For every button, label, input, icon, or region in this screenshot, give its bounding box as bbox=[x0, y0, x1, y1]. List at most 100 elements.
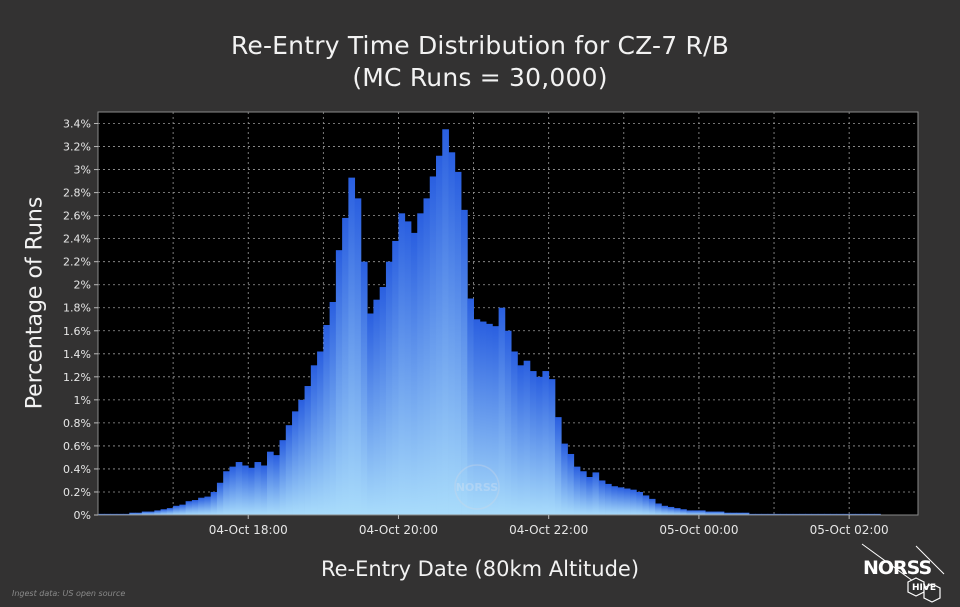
histogram-bar bbox=[198, 497, 205, 515]
y-tick-label: 0.4% bbox=[63, 463, 91, 476]
histogram-bar bbox=[110, 513, 118, 515]
histogram-bar bbox=[498, 307, 506, 515]
histogram-bar bbox=[598, 480, 606, 515]
y-tick-label: 3.2% bbox=[63, 141, 91, 154]
x-tick-label: 04-Oct 18:00 bbox=[209, 523, 288, 537]
histogram-bar bbox=[523, 360, 531, 515]
x-tick-label: 05-Oct 02:00 bbox=[810, 523, 889, 537]
histogram-bar bbox=[692, 510, 700, 515]
histogram-bar bbox=[210, 491, 218, 515]
histogram-bar bbox=[867, 513, 875, 515]
histogram-bar bbox=[360, 261, 368, 515]
histogram-bar bbox=[517, 365, 525, 515]
histogram-bar bbox=[310, 365, 318, 515]
histogram-bar bbox=[648, 498, 656, 515]
histogram-bar bbox=[792, 513, 800, 515]
histogram-bar bbox=[799, 513, 806, 515]
histogram-bar bbox=[630, 489, 637, 515]
histogram-bar bbox=[755, 513, 762, 515]
histogram-bar bbox=[504, 330, 512, 515]
norss-hive-logo: NORSS HIVE bbox=[861, 543, 945, 603]
histogram-bar bbox=[410, 232, 418, 515]
histogram-bar bbox=[736, 512, 744, 515]
histogram-bar bbox=[204, 496, 212, 515]
histogram-bar bbox=[123, 513, 130, 515]
histogram-bar bbox=[279, 440, 287, 515]
histogram-bar bbox=[586, 477, 593, 515]
histogram-bar bbox=[748, 513, 756, 515]
histogram-bar bbox=[260, 465, 268, 515]
histogram-bar bbox=[417, 213, 424, 515]
histogram-bar bbox=[579, 471, 587, 515]
logo-hive: HIVE bbox=[912, 583, 936, 593]
histogram-bar bbox=[304, 386, 312, 515]
histogram-bar bbox=[548, 379, 556, 515]
histogram-bar bbox=[141, 511, 149, 515]
histogram-bar bbox=[561, 443, 568, 515]
histogram-bar bbox=[104, 513, 111, 515]
histogram-bar bbox=[811, 513, 819, 515]
y-axis-ticks: 0% 0.2% 0.4% 0.6% 0.8% 1% 1.2% 1.4% 1.6% 1.8% 2% 2.… bbox=[63, 118, 98, 522]
histogram-bar bbox=[329, 301, 337, 515]
histogram-bar bbox=[842, 513, 850, 515]
histogram-bar bbox=[623, 488, 631, 515]
histogram-bar bbox=[805, 513, 812, 515]
histogram-bar bbox=[486, 323, 493, 515]
histogram-bar bbox=[292, 411, 299, 515]
x-tick-label: 05-Oct 00:00 bbox=[659, 523, 738, 537]
histogram-bar bbox=[448, 152, 456, 516]
histogram-bar bbox=[267, 451, 274, 515]
histogram-bar bbox=[285, 425, 293, 515]
histogram-bar bbox=[479, 321, 487, 515]
histogram-bar bbox=[511, 351, 518, 515]
histogram-bar bbox=[179, 504, 187, 515]
histogram-bar bbox=[705, 511, 712, 515]
histogram-bar bbox=[686, 510, 694, 515]
histogram-bar bbox=[166, 508, 174, 515]
y-tick-label: 1.4% bbox=[63, 348, 91, 361]
y-tick-label: 1.2% bbox=[63, 371, 91, 384]
histogram-bar bbox=[173, 505, 180, 515]
histogram-bar bbox=[611, 486, 618, 515]
histogram-bar bbox=[673, 508, 681, 515]
histogram-bar bbox=[698, 510, 706, 515]
histogram-bar bbox=[774, 513, 781, 515]
x-axis-ticks: 04-Oct 18:00 04-Oct 20:00 04-Oct 22:00 05-O… bbox=[209, 515, 889, 537]
histogram-bar bbox=[116, 513, 124, 515]
y-tick-label: 3.4% bbox=[63, 118, 91, 131]
histogram-bar bbox=[661, 505, 669, 515]
histogram-bar bbox=[824, 513, 831, 515]
histogram-bar bbox=[185, 501, 193, 515]
histogram-bar bbox=[717, 511, 725, 515]
histogram-bar bbox=[817, 513, 825, 515]
chart-subtitle: (MC Runs = 30,000) bbox=[352, 63, 608, 92]
histogram-bar bbox=[786, 513, 794, 515]
histogram-bar bbox=[855, 513, 863, 515]
watermark-text: NORSS bbox=[456, 481, 498, 494]
histogram-bar bbox=[836, 513, 844, 515]
histogram-bar bbox=[348, 177, 356, 516]
plot-frame bbox=[97, 111, 919, 516]
histogram-bars bbox=[98, 129, 881, 516]
histogram-bar bbox=[529, 371, 537, 515]
histogram-bar bbox=[148, 511, 155, 515]
histogram-bar bbox=[423, 198, 431, 515]
histogram-bar bbox=[335, 250, 343, 515]
y-tick-label: 0.6% bbox=[63, 440, 91, 453]
histogram-bar bbox=[461, 209, 468, 515]
x-tick-label: 04-Oct 20:00 bbox=[359, 523, 438, 537]
histogram-bar bbox=[317, 351, 324, 515]
histogram-bar bbox=[392, 240, 399, 515]
histogram-bar bbox=[442, 129, 449, 515]
histogram-bar bbox=[273, 455, 280, 515]
y-tick-label: 3% bbox=[74, 164, 91, 177]
histogram-bar bbox=[323, 325, 331, 515]
histogram-bar bbox=[342, 217, 349, 515]
histogram-bar bbox=[667, 506, 675, 515]
histogram-bar bbox=[454, 171, 462, 516]
histogram-bar bbox=[385, 261, 393, 515]
y-tick-label: 1.8% bbox=[63, 302, 91, 315]
histogram-bar bbox=[404, 221, 412, 515]
histogram-bar bbox=[761, 513, 769, 515]
